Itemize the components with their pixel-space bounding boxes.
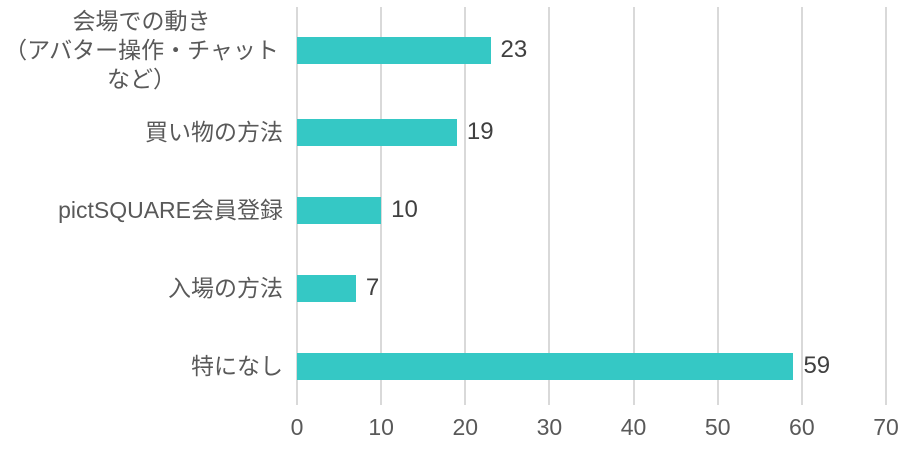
category-label: 入場の方法 [0,274,297,303]
bar-track: 59 [297,327,886,405]
gridline [885,7,887,405]
bar [297,274,356,302]
x-tick-label: 20 [452,414,479,440]
x-tick-label: 0 [290,414,304,440]
bar-track: 10 [297,171,886,249]
x-tick-label: 30 [536,414,563,440]
bar-row: pictSQUARE会員登録 10 [0,171,910,249]
value-label: 19 [466,118,494,146]
category-label-text: 会場での動き （アバター操作・チャットなど） [4,8,279,92]
bar [297,196,382,224]
bar [297,36,491,64]
x-tick-label: 40 [620,414,647,440]
category-label: 特になし [0,352,297,381]
x-tick-label: 10 [368,414,394,440]
category-label-text: pictSQUARE会員登録 [58,196,283,223]
bar-row: 会場での動き （アバター操作・チャットなど） 23 [0,7,910,93]
gridline [380,7,383,405]
bar-track: 19 [297,93,886,171]
category-label-text: 特になし [191,352,283,379]
x-tick-label: 50 [704,414,731,440]
x-tick-label: 70 [873,414,899,440]
category-label-text: 買い物の方法 [145,118,283,145]
category-label-text: 入場の方法 [168,274,283,301]
bar-track: 23 [297,7,886,93]
gridline [716,7,719,405]
bar [297,352,794,380]
bar-track: 7 [297,249,886,327]
x-tick-label: 60 [789,414,815,440]
gridline [548,7,551,405]
bar [297,118,457,146]
x-axis: 0 10 20 30 40 50 60 70 [291,405,899,451]
value-label: 10 [391,196,418,224]
bar-row: 入場の方法 7 [0,249,910,327]
gridline [632,7,635,405]
value-label: 59 [803,352,831,380]
category-label: pictSQUARE会員登録 [0,196,297,225]
bar-rows: 会場での動き （アバター操作・チャットなど） 23 買い物の方法 19 pictSQUA… [0,7,910,405]
category-label: 買い物の方法 [0,118,297,147]
gridline [800,7,803,405]
bar-row: 買い物の方法 19 [0,93,910,171]
value-label: 23 [500,36,528,64]
gridline [464,7,467,405]
value-label: 7 [365,274,380,302]
category-label: 会場での動き （アバター操作・チャットなど） [0,7,297,93]
bar-row: 特になし 59 [0,327,910,405]
